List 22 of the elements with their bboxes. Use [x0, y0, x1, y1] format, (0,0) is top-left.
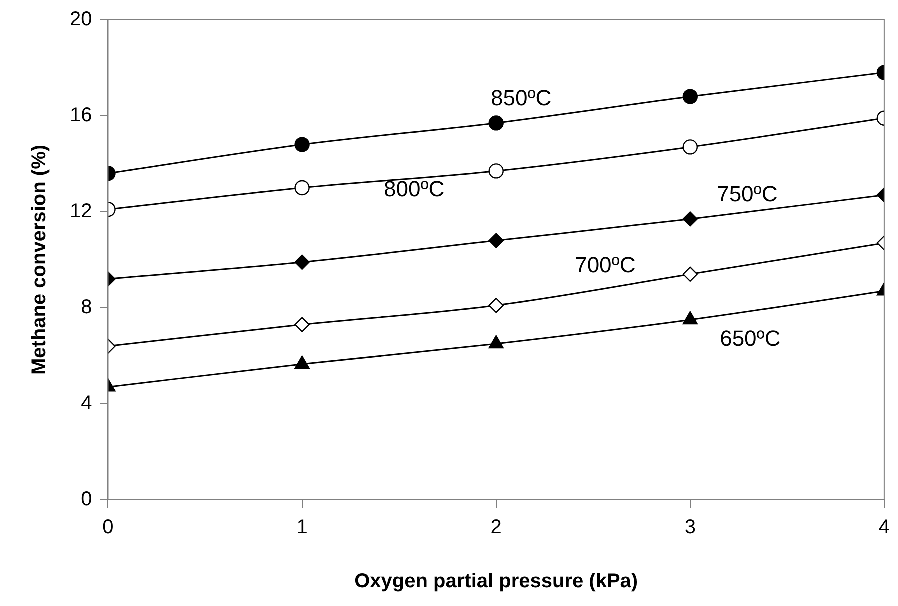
- series-label: 650ºC: [720, 326, 781, 352]
- point: [488, 116, 504, 131]
- y-tick-label: 20: [70, 8, 92, 31]
- series-label: 750ºC: [717, 181, 778, 206]
- y-tick-label: 4: [81, 392, 92, 415]
- y-tick-label: 12: [70, 200, 92, 223]
- y-tick-label: 8: [81, 296, 92, 319]
- series-label: 800ºC: [384, 176, 445, 202]
- y-axis-title: Methane conversion (%): [28, 144, 51, 376]
- x-tick-label: 1: [296, 516, 308, 539]
- point: [488, 164, 504, 179]
- series-label: 850ºC: [491, 85, 552, 110]
- x-tick-label: 3: [684, 516, 696, 539]
- x-axis-title: Oxygen partial pressure (kPa): [354, 570, 638, 593]
- x-tick-label: 4: [878, 516, 890, 539]
- y-tick-label: 0: [81, 488, 92, 511]
- point: [488, 233, 504, 248]
- point: [488, 298, 504, 314]
- y-tick-label: 16: [70, 104, 92, 127]
- x-tick-label: 0: [102, 516, 114, 539]
- series-label: 700ºC: [575, 252, 636, 278]
- x-tick-label: 2: [490, 516, 502, 539]
